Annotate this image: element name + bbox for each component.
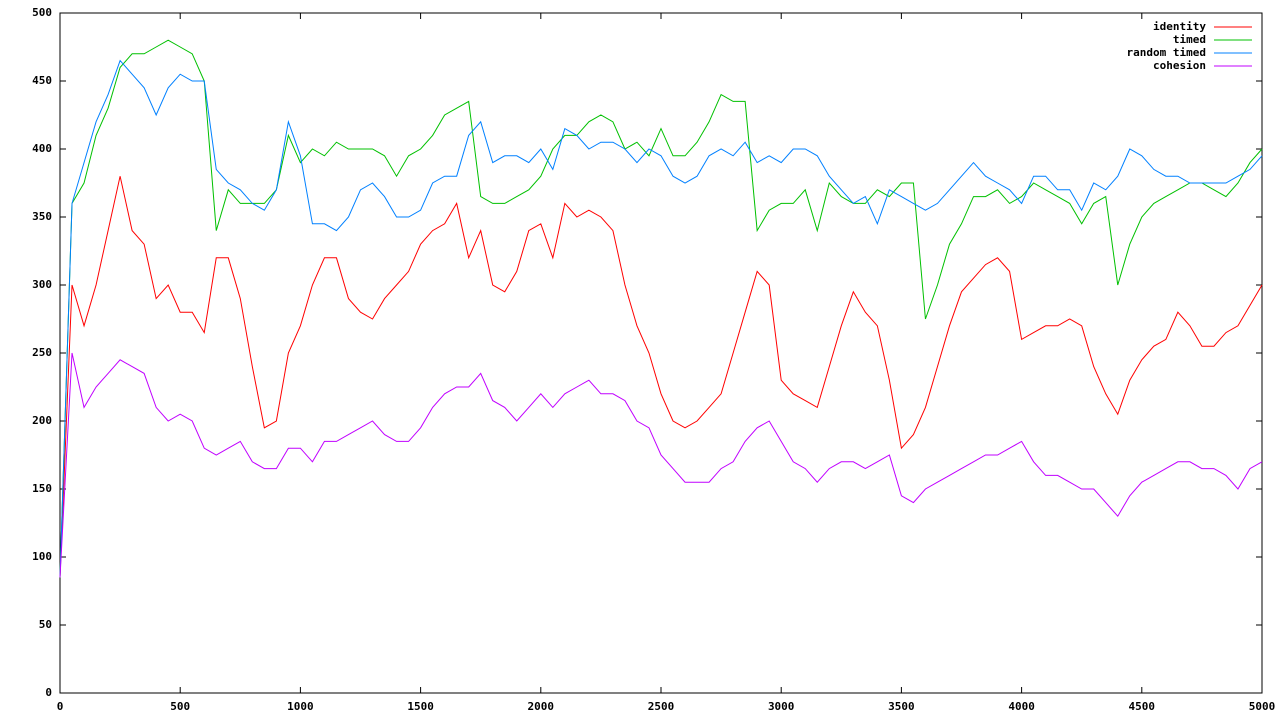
x-tick-label: 500: [170, 700, 190, 713]
x-tick-label: 1000: [287, 700, 314, 713]
x-tick-label: 3500: [888, 700, 915, 713]
x-tick-label: 4000: [1008, 700, 1035, 713]
y-tick-label: 300: [32, 278, 52, 291]
series-line: [59, 176, 1263, 578]
x-tick-label: 2500: [648, 700, 675, 713]
series-line: [59, 59, 1263, 578]
x-tick-label: 5000: [1249, 700, 1276, 713]
series-line: [59, 352, 1263, 578]
y-tick-label: 500: [32, 6, 52, 19]
legend-label: timed: [1173, 33, 1206, 46]
y-tick-label: 200: [32, 414, 52, 427]
y-tick-label: 100: [32, 550, 52, 563]
y-tick-label: 350: [32, 210, 52, 223]
x-tick-label: 0: [57, 700, 64, 713]
y-tick-label: 250: [32, 346, 52, 359]
series-line: [59, 39, 1263, 578]
legend-label: random timed: [1127, 46, 1206, 59]
y-tick-label: 450: [32, 74, 52, 87]
y-tick-label: 50: [39, 618, 52, 631]
legend-label: cohesion: [1153, 59, 1206, 72]
x-tick-label: 1500: [407, 700, 434, 713]
legend-label: identity: [1153, 20, 1206, 33]
x-tick-label: 2000: [528, 700, 555, 713]
x-tick-label: 4500: [1129, 700, 1156, 713]
x-tick-label: 3000: [768, 700, 795, 713]
plot-frame: [59, 12, 1263, 694]
y-tick-label: 0: [45, 686, 52, 699]
y-tick-label: 150: [32, 482, 52, 495]
y-tick-label: 400: [32, 142, 52, 155]
